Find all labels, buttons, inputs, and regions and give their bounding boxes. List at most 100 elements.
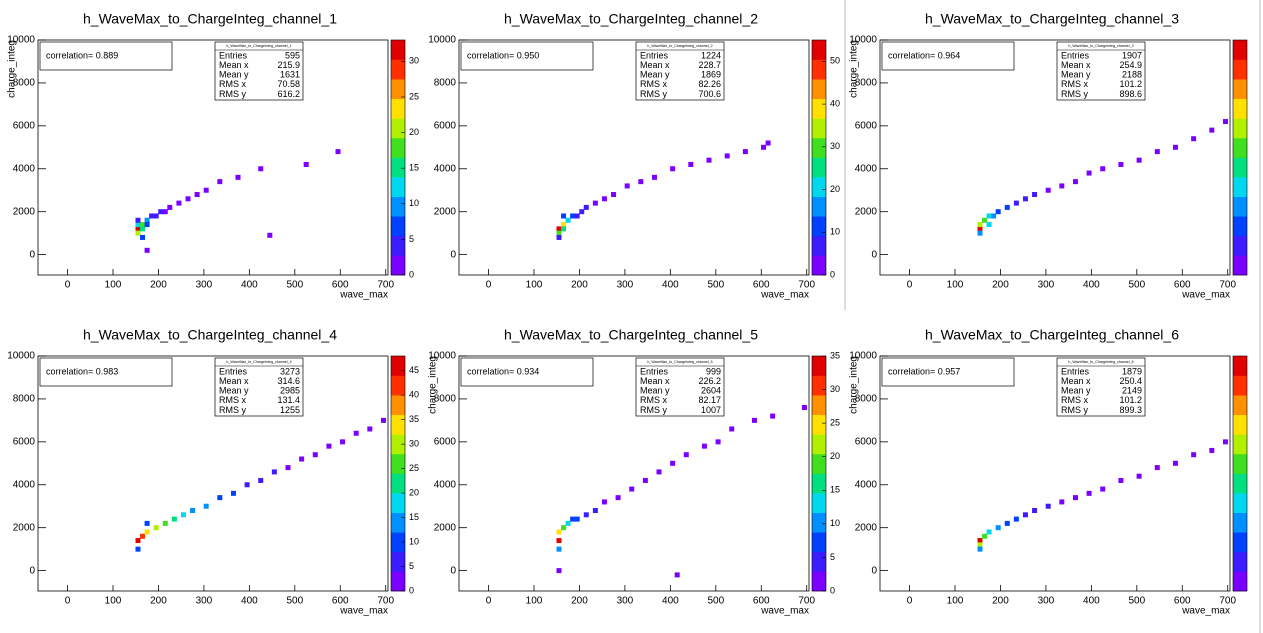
colorbar-step <box>812 40 826 60</box>
annotation: correlation= 0.983 <box>46 366 118 376</box>
y-tick-label: 4000 <box>13 479 36 490</box>
colorbar-frame <box>390 39 406 276</box>
heatmap-cell <box>579 209 585 215</box>
x-axis-label: wave_max <box>339 290 388 301</box>
heatmap-cell <box>561 222 567 228</box>
heatmap-cell <box>267 232 273 238</box>
stats-value: 2149 <box>1122 386 1142 396</box>
heatmap-cell <box>701 443 707 449</box>
heatmap-cell <box>995 209 1001 215</box>
heatmap-cell <box>144 217 150 223</box>
heatmap-cell <box>203 503 209 509</box>
heatmap-cell <box>977 542 983 548</box>
y-tick-label: 10000 <box>849 351 877 362</box>
heatmap-cell <box>982 533 988 539</box>
heatmap-cell <box>140 533 146 539</box>
stats-label: Entries <box>219 366 248 376</box>
colorbar-step <box>1233 434 1247 455</box>
heatmap-cell <box>144 247 150 253</box>
y-tick-label: 10000 <box>7 35 35 46</box>
y-tick-label: 4000 <box>434 163 457 174</box>
stats-value: 101.2 <box>1119 395 1142 405</box>
colorbar-step <box>812 118 826 139</box>
colorbar-tick-label: 25 <box>830 418 840 428</box>
x-tick-label: 700 <box>798 596 815 607</box>
colorbar-step <box>391 356 405 376</box>
chart-panel: h_WaveMax_to_ChargeInteg_channel_3 0 100 20… <box>849 11 1248 301</box>
x-tick-label: 200 <box>992 596 1009 607</box>
heatmap-cell <box>1072 495 1078 501</box>
heatmap-cell <box>217 495 223 501</box>
stats-title: h_WaveMax_to_ChargeInteg_channel_3 <box>1068 44 1133 48</box>
colorbar-step <box>812 356 826 376</box>
y-tick-label: 8000 <box>434 78 457 89</box>
heatmap-cell <box>335 149 341 155</box>
x-tick-label: 500 <box>707 280 724 291</box>
colorbar-step <box>391 414 405 435</box>
heatmap-cell <box>244 482 250 488</box>
colorbar-step <box>391 235 405 256</box>
y-tick-label: 0 <box>29 249 35 260</box>
stats-box <box>1056 357 1146 417</box>
heatmap-cell <box>144 520 150 526</box>
annotation-box <box>39 41 173 71</box>
y-tick-label: 6000 <box>13 120 36 131</box>
heatmap-cell <box>1086 490 1092 496</box>
colorbar-tick-label: 15 <box>830 485 840 495</box>
y-tick-label: 0 <box>871 249 877 260</box>
plot-frame <box>458 355 810 592</box>
plot-frame <box>879 355 1231 592</box>
stats-value: 215.9 <box>277 60 300 70</box>
heatmap-cell <box>642 477 648 483</box>
heatmap-cell <box>285 465 291 471</box>
stats-label: Mean x <box>640 376 670 386</box>
colorbar-tick-label: 40 <box>830 98 840 108</box>
x-tick-label: 400 <box>1083 596 1100 607</box>
stats-value: 314.6 <box>277 376 300 386</box>
x-tick-label: 600 <box>1174 596 1191 607</box>
x-tick-label: 300 <box>617 596 634 607</box>
stats-label: RMS x <box>640 79 668 89</box>
colorbar-step <box>1233 532 1247 553</box>
heatmap-cell <box>1072 179 1078 185</box>
heatmap-cell <box>770 413 776 419</box>
colorbar-tick-label: 5 <box>409 234 414 244</box>
heatmap-cell <box>977 222 983 228</box>
colorbar-step <box>812 79 826 100</box>
colorbar-tick-label: 35 <box>409 414 419 424</box>
y-axis-label: charge_integ <box>849 40 860 98</box>
heatmap-cell <box>1222 119 1228 125</box>
colorbar-step <box>1233 512 1247 533</box>
colorbar-step <box>812 375 826 396</box>
stats-label: RMS y <box>640 89 668 99</box>
stats-label: Mean x <box>219 60 249 70</box>
colorbar-step <box>391 177 405 197</box>
y-tick-label: 10000 <box>428 35 456 46</box>
heatmap-cell <box>561 213 567 219</box>
colorbar-step <box>812 414 826 435</box>
stats-title: h_WaveMax_to_ChargeInteg_channel_5 <box>647 360 712 364</box>
stats-label: Entries <box>640 50 669 60</box>
x-tick-label: 0 <box>907 596 913 607</box>
heatmap-cell <box>1032 508 1038 514</box>
heatmap-cell <box>801 405 807 411</box>
annotation: correlation= 0.957 <box>888 366 960 376</box>
colorbar-step <box>391 473 405 494</box>
colorbar-frame <box>811 355 827 592</box>
colorbar-step <box>1233 395 1247 416</box>
heatmap-cell <box>167 204 173 210</box>
y-tick-label: 6000 <box>855 120 878 131</box>
stats-box <box>1056 41 1146 101</box>
colorbar-tick-label: 5 <box>830 552 835 562</box>
heatmap-cell <box>258 477 264 483</box>
heatmap-cell <box>556 529 562 535</box>
heatmap-cell <box>303 161 309 167</box>
colorbar-tick-label: 0 <box>830 585 835 595</box>
heatmap-cell <box>1004 520 1010 526</box>
heatmap-cell <box>674 572 680 578</box>
stats-box <box>635 357 725 417</box>
x-tick-label: 300 <box>1038 280 1055 291</box>
x-tick-label: 700 <box>798 280 815 291</box>
colorbar-tick-label: 0 <box>409 269 414 279</box>
